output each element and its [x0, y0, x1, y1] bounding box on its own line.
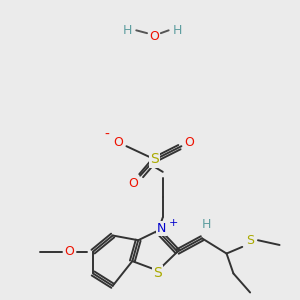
Text: S: S [246, 234, 254, 247]
Text: S: S [151, 152, 159, 167]
Text: S: S [154, 266, 162, 280]
Text: O: O [149, 29, 159, 43]
Text: O: O [128, 177, 138, 190]
Text: N: N [157, 222, 167, 235]
Text: O: O [114, 136, 124, 149]
Text: O: O [64, 245, 74, 258]
Text: H: H [123, 24, 132, 37]
Text: H: H [202, 218, 212, 231]
Text: +: + [169, 218, 178, 228]
Text: -: - [104, 128, 109, 142]
Text: O: O [184, 136, 194, 149]
Text: H: H [173, 24, 182, 37]
